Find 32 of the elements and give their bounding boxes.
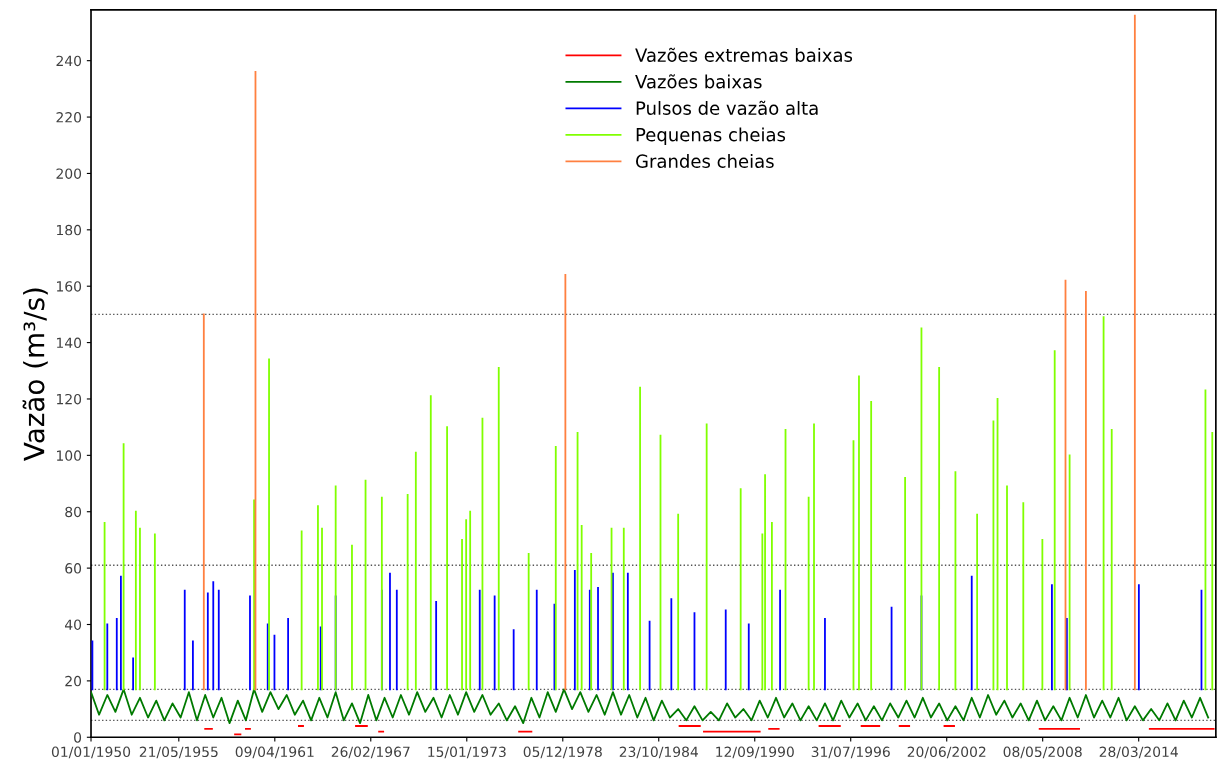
y-tick-label: 80 [65,506,82,518]
x-tick-label: 15/01/1973 [428,746,506,759]
line-series [91,688,1210,725]
y-tick-label: 0 [74,732,82,743]
y-tick-label: 240 [56,55,82,67]
y-axis-title: Vazão (m³/s) [22,288,48,461]
y-tick-label: 200 [56,168,82,179]
x-tick-label: 05/12/1978 [523,746,602,759]
y-tick-label: 120 [57,393,82,405]
y-tick-label: 180 [57,224,82,236]
y-tick-label: 20 [65,675,82,687]
x-tick-label: 01/01/1950 [51,746,131,759]
x-tick-label: 09/04/1961 [235,746,314,759]
x-tick-label: 20/06/2002 [907,746,986,759]
x-tick-label: 28/03/2014 [1099,746,1178,759]
y-tick-label: 100 [57,450,82,461]
x-tick-label: 23/10/1984 [619,746,698,759]
legend-label: Vazões extremas baixas [635,47,853,62]
x-tick-label: 08/05/2008 [1003,746,1082,759]
y-tick-label: 140 [57,337,82,349]
legend-label: Grandes cheias [636,154,774,168]
y-tick-label: 60 [65,563,82,574]
legend-label: Pulsos de vazão alta [636,100,818,115]
x-tick-label: 26/02/1967 [331,746,410,759]
legend-label: Vazões baixas [635,74,762,89]
y-tick-label: 160 [57,281,82,292]
x-tick-label: 31/07/1996 [811,746,890,759]
x-tick-label: 21/05/1955 [139,746,218,759]
y-tick-label: 40 [64,619,82,630]
legend-label: Pequenas cheias [636,127,786,145]
x-tick-label: 12/09/1990 [716,746,794,759]
y-tick-label: 220 [56,112,82,123]
